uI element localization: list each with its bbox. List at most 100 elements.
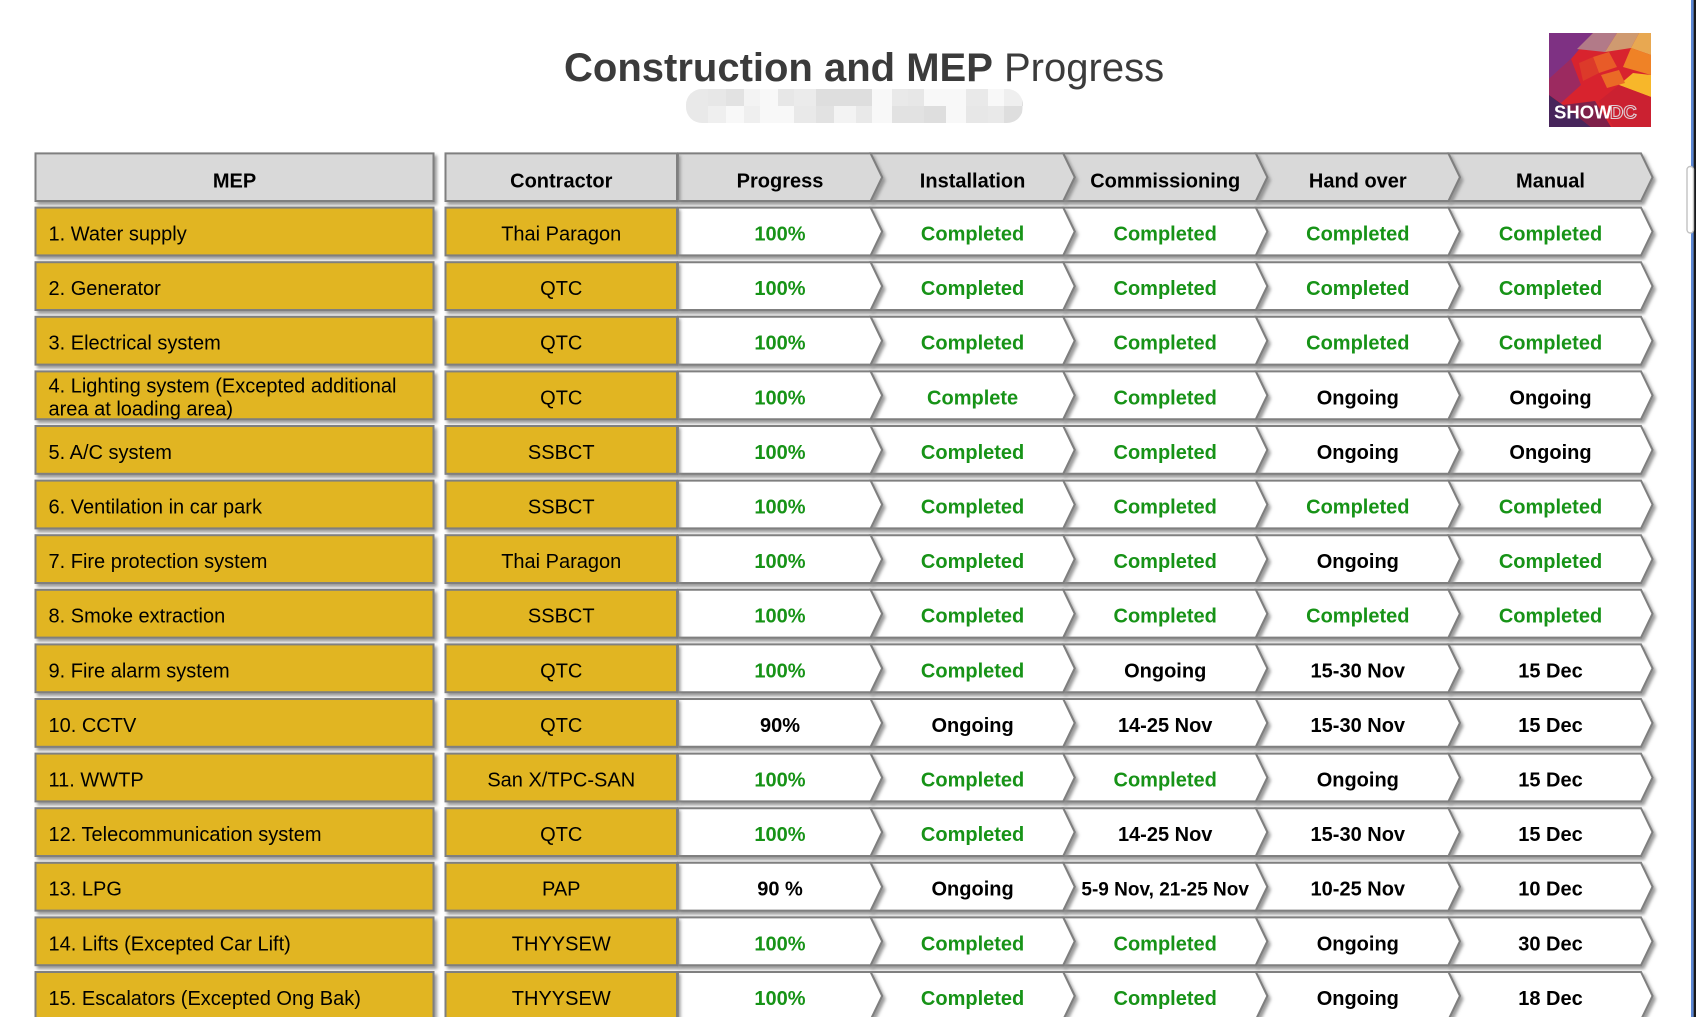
svg-text:100%: 100% — [754, 442, 805, 464]
svg-text:Completed: Completed — [1114, 770, 1217, 792]
svg-text:Completed: Completed — [921, 551, 1024, 573]
svg-text:Completed: Completed — [1114, 497, 1217, 519]
svg-text:Commissioning: Commissioning — [1090, 171, 1240, 193]
svg-text:1. Water supply: 1. Water supply — [49, 224, 187, 246]
svg-text:Completed: Completed — [1114, 278, 1217, 300]
svg-text:8. Smoke extraction: 8. Smoke extraction — [49, 606, 226, 628]
svg-text:Thai Paragon: Thai Paragon — [501, 224, 621, 246]
svg-text:100%: 100% — [754, 770, 805, 792]
svg-text:QTC: QTC — [540, 660, 582, 682]
svg-text:14-25 Nov: 14-25 Nov — [1118, 715, 1213, 737]
svg-text:15 Dec: 15 Dec — [1518, 715, 1583, 737]
svg-text:Completed: Completed — [1499, 497, 1602, 519]
svg-text:15 Dec: 15 Dec — [1518, 824, 1583, 846]
svg-text:QTC: QTC — [540, 333, 582, 355]
svg-text:area at loading area): area at loading area) — [49, 398, 234, 420]
svg-text:14-25 Nov: 14-25 Nov — [1118, 824, 1213, 846]
svg-text:90%: 90% — [760, 715, 800, 737]
svg-text:Completed: Completed — [1114, 551, 1217, 573]
svg-text:Completed: Completed — [921, 606, 1024, 628]
svg-text:3. Electrical system: 3. Electrical system — [49, 333, 221, 355]
svg-text:Ongoing: Ongoing — [1124, 660, 1206, 682]
svg-text:Completed: Completed — [921, 333, 1024, 355]
svg-text:100%: 100% — [754, 224, 805, 246]
svg-text:12. Telecommunication system: 12. Telecommunication system — [49, 824, 322, 846]
svg-text:7. Fire protection system: 7. Fire protection system — [49, 551, 268, 573]
svg-text:THYYSEW: THYYSEW — [512, 933, 611, 955]
svg-text:100%: 100% — [754, 333, 805, 355]
svg-text:Completed: Completed — [921, 660, 1024, 682]
svg-text:Completed: Completed — [921, 824, 1024, 846]
svg-text:Completed: Completed — [921, 224, 1024, 246]
svg-text:Ongoing: Ongoing — [931, 715, 1013, 737]
svg-text:Completed: Completed — [1306, 497, 1409, 519]
svg-text:Completed: Completed — [1499, 551, 1602, 573]
svg-text:THYYSEW: THYYSEW — [512, 988, 611, 1010]
svg-text:10 Dec: 10 Dec — [1518, 879, 1583, 901]
svg-text:Ongoing: Ongoing — [1317, 442, 1399, 464]
svg-text:Ongoing: Ongoing — [1317, 933, 1399, 955]
svg-text:San X/TPC-SAN: San X/TPC-SAN — [487, 770, 635, 792]
svg-text:4. Lighting system (Excepted a: 4. Lighting system (Excepted additional — [49, 375, 397, 397]
svg-text:Ongoing: Ongoing — [1509, 442, 1591, 464]
svg-text:100%: 100% — [754, 988, 805, 1010]
svg-text:QTC: QTC — [540, 387, 582, 409]
svg-text:Construction and MEP Progress: Construction and MEP Progress — [564, 46, 1164, 90]
svg-text:10. CCTV: 10. CCTV — [49, 715, 137, 737]
svg-text:DC: DC — [1610, 102, 1637, 123]
svg-text:15 Dec: 15 Dec — [1518, 770, 1583, 792]
svg-text:15-30 Nov: 15-30 Nov — [1311, 715, 1406, 737]
svg-text:5. A/C system: 5. A/C system — [49, 442, 172, 464]
svg-text:Completed: Completed — [1499, 606, 1602, 628]
svg-text:100%: 100% — [754, 606, 805, 628]
svg-text:Completed: Completed — [1114, 442, 1217, 464]
svg-text:18 Dec: 18 Dec — [1518, 988, 1583, 1010]
svg-text:Completed: Completed — [1114, 333, 1217, 355]
svg-text:15 Dec: 15 Dec — [1518, 660, 1583, 682]
svg-text:Completed: Completed — [1306, 333, 1409, 355]
svg-text:SSBCT: SSBCT — [528, 497, 595, 519]
svg-text:Completed: Completed — [1306, 606, 1409, 628]
svg-text:Completed: Completed — [921, 442, 1024, 464]
svg-text:2. Generator: 2. Generator — [49, 278, 162, 300]
svg-text:100%: 100% — [754, 497, 805, 519]
svg-text:13. LPG: 13. LPG — [49, 879, 122, 901]
svg-text:Completed: Completed — [921, 497, 1024, 519]
svg-text:15. Escalators (Excepted Ong B: 15. Escalators (Excepted Ong Bak) — [49, 988, 361, 1010]
svg-text:90 %: 90 % — [757, 879, 803, 901]
svg-text:Hand over: Hand over — [1309, 171, 1407, 193]
svg-text:9. Fire alarm system: 9. Fire alarm system — [49, 660, 230, 682]
svg-text:Completed: Completed — [1499, 278, 1602, 300]
svg-text:Ongoing: Ongoing — [1317, 551, 1399, 573]
svg-text:Completed: Completed — [921, 278, 1024, 300]
svg-text:QTC: QTC — [540, 278, 582, 300]
svg-text:Thai Paragon: Thai Paragon — [501, 551, 621, 573]
svg-text:Completed: Completed — [1306, 278, 1409, 300]
svg-text:Completed: Completed — [1114, 933, 1217, 955]
svg-text:100%: 100% — [754, 824, 805, 846]
svg-text:Completed: Completed — [921, 933, 1024, 955]
svg-text:100%: 100% — [754, 387, 805, 409]
svg-text:Completed: Completed — [1499, 333, 1602, 355]
svg-text:Manual: Manual — [1516, 171, 1585, 193]
svg-text:Completed: Completed — [1114, 224, 1217, 246]
svg-text:15-30 Nov: 15-30 Nov — [1311, 660, 1406, 682]
svg-text:100%: 100% — [754, 278, 805, 300]
svg-text:Completed: Completed — [1114, 387, 1217, 409]
svg-text:6. Ventilation in car park: 6. Ventilation in car park — [49, 497, 263, 519]
svg-text:Ongoing: Ongoing — [1317, 387, 1399, 409]
svg-text:Installation: Installation — [920, 171, 1026, 193]
svg-text:Ongoing: Ongoing — [1317, 770, 1399, 792]
svg-text:14. Lifts (Excepted Car Lift): 14. Lifts (Excepted Car Lift) — [49, 933, 291, 955]
svg-text:SSBCT: SSBCT — [528, 606, 595, 628]
svg-text:Completed: Completed — [921, 988, 1024, 1010]
svg-text:Complete: Complete — [927, 387, 1018, 409]
svg-text:Ongoing: Ongoing — [1509, 387, 1591, 409]
svg-text:100%: 100% — [754, 660, 805, 682]
svg-text:100%: 100% — [754, 551, 805, 573]
svg-text:SSBCT: SSBCT — [528, 442, 595, 464]
svg-text:10-25 Nov: 10-25 Nov — [1311, 879, 1406, 901]
svg-text:30 Dec: 30 Dec — [1518, 933, 1583, 955]
svg-text:Completed: Completed — [1114, 606, 1217, 628]
svg-text:Progress: Progress — [737, 171, 824, 193]
